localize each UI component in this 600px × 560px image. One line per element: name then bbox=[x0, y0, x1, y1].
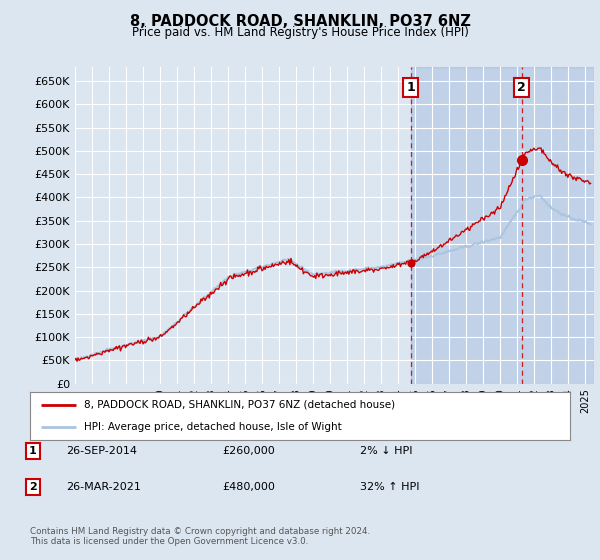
Text: 1: 1 bbox=[29, 446, 37, 456]
Text: 26-MAR-2021: 26-MAR-2021 bbox=[66, 482, 141, 492]
Text: 32% ↑ HPI: 32% ↑ HPI bbox=[360, 482, 419, 492]
Text: Price paid vs. HM Land Registry's House Price Index (HPI): Price paid vs. HM Land Registry's House … bbox=[131, 26, 469, 39]
Text: 2% ↓ HPI: 2% ↓ HPI bbox=[360, 446, 413, 456]
Text: £260,000: £260,000 bbox=[222, 446, 275, 456]
Text: 26-SEP-2014: 26-SEP-2014 bbox=[66, 446, 137, 456]
Text: HPI: Average price, detached house, Isle of Wight: HPI: Average price, detached house, Isle… bbox=[84, 422, 342, 432]
Text: £480,000: £480,000 bbox=[222, 482, 275, 492]
Text: Contains HM Land Registry data © Crown copyright and database right 2024.
This d: Contains HM Land Registry data © Crown c… bbox=[30, 526, 370, 546]
Text: 8, PADDOCK ROAD, SHANKLIN, PO37 6NZ: 8, PADDOCK ROAD, SHANKLIN, PO37 6NZ bbox=[130, 14, 470, 29]
Bar bbox=[411, 67, 594, 384]
Text: 2: 2 bbox=[29, 482, 37, 492]
Text: 1: 1 bbox=[407, 81, 415, 94]
Text: 2: 2 bbox=[517, 81, 526, 94]
Text: 8, PADDOCK ROAD, SHANKLIN, PO37 6NZ (detached house): 8, PADDOCK ROAD, SHANKLIN, PO37 6NZ (det… bbox=[84, 400, 395, 410]
